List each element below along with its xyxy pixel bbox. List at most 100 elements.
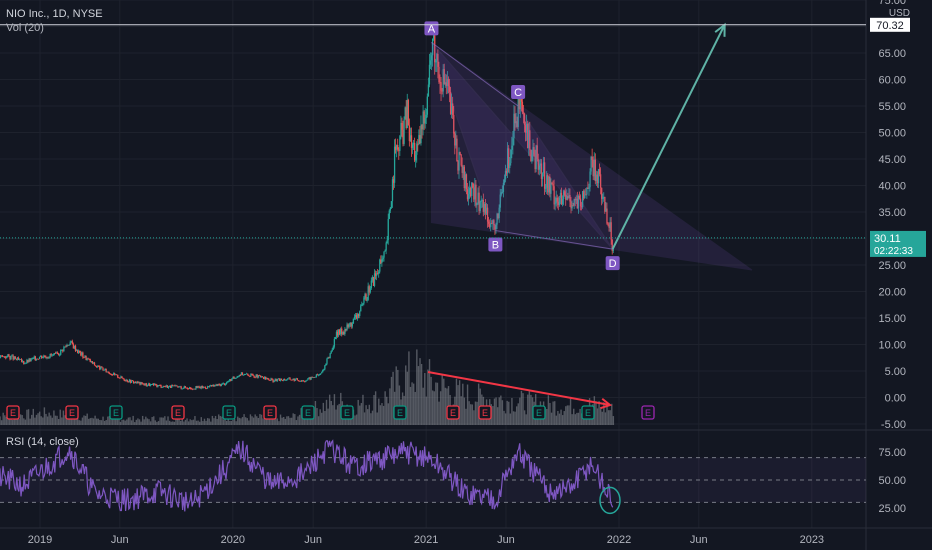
volume-bar [455, 378, 458, 425]
price-candle-body [564, 191, 566, 195]
price-candle-body [68, 344, 70, 346]
price-candle-body [33, 356, 35, 359]
price-candle-body [414, 142, 416, 161]
price-candle-body [104, 368, 106, 371]
volume-bar [514, 411, 516, 425]
volume-bar [118, 418, 120, 425]
price-candle-body [417, 143, 419, 145]
volume-bar [148, 419, 150, 425]
price-candle-body [427, 84, 430, 97]
volume-bar [503, 410, 505, 425]
volume-bar [88, 418, 90, 425]
price-candle-body [605, 208, 607, 212]
price-candle-body [441, 90, 443, 92]
volume-bar [111, 415, 114, 425]
price-candle-body [481, 199, 483, 201]
volume-bar [427, 369, 429, 425]
price-candle-body [95, 366, 98, 367]
volume-bar [612, 416, 615, 425]
price-candle-body [54, 353, 57, 354]
price-candle-body [258, 375, 261, 376]
price-candle-body [515, 121, 517, 124]
price-candle-body [230, 379, 232, 381]
price-candle-body [185, 387, 188, 389]
price-candle-body [109, 373, 112, 375]
volume-bar [221, 416, 223, 425]
price-candle-body [177, 386, 179, 388]
price-candle-body [612, 249, 614, 251]
price-candle-body [329, 353, 331, 359]
volume-bar [408, 351, 410, 425]
volume-bar [398, 385, 401, 425]
price-candle-body [174, 385, 176, 387]
volume-bar [558, 413, 561, 425]
price-candle-body [335, 331, 338, 338]
volume-bar [5, 416, 8, 425]
price-candle-body [316, 374, 319, 376]
price-candle-body [420, 124, 422, 144]
price-candle-body [46, 357, 48, 359]
wedge-pattern [430, 41, 753, 271]
price-candle-body [384, 250, 386, 252]
volume-bar [143, 419, 145, 425]
price-candle-body [9, 356, 11, 360]
price-axis-tick: 55.00 [878, 101, 906, 113]
price-candle-body [129, 379, 132, 383]
price-candle-body [182, 388, 184, 390]
price-axis-tick: 35.00 [878, 207, 906, 219]
price-candle-body [462, 166, 464, 173]
volume-bar [381, 403, 383, 425]
price-candle-body [211, 385, 213, 387]
price-candle-body [105, 368, 107, 373]
price-candle-body [358, 313, 360, 317]
price-candle-body [591, 156, 593, 160]
price-candle-body [217, 383, 219, 386]
price-candle-body [271, 378, 273, 380]
price-candle-body [508, 148, 510, 168]
price-candle-body [353, 317, 356, 319]
volume-bar [370, 413, 372, 425]
volume-bar [24, 419, 27, 425]
price-candle-body [86, 358, 88, 360]
price-candle-body [496, 213, 498, 225]
volume-bar [59, 409, 61, 425]
price-candle-body [289, 377, 291, 380]
price-candle-body [464, 174, 467, 189]
price-candle-body [568, 194, 570, 198]
price-candle-body [234, 378, 236, 379]
price-candle-body [276, 379, 278, 381]
price-candle-body [17, 357, 20, 360]
volume-bar [184, 419, 187, 425]
earnings-marker [171, 405, 185, 420]
volume-bar [509, 413, 512, 425]
volume-bar [508, 401, 510, 425]
price-candle-body [299, 380, 302, 382]
volume-bar [328, 394, 331, 425]
volume-bar [91, 417, 93, 425]
price-candle-body [504, 170, 507, 180]
price-candle-body [490, 222, 492, 228]
volume-bar [424, 372, 426, 425]
currency-label: USD [889, 8, 910, 19]
volume-bar [471, 404, 474, 425]
volume-bar [103, 420, 106, 425]
price-candle-body [149, 384, 152, 386]
volume-bar [65, 417, 68, 425]
price-candle-body [423, 111, 425, 124]
price-candle-body [237, 376, 239, 377]
top-line-price-text: 70.32 [876, 20, 904, 32]
price-candle-body [110, 374, 113, 375]
price-candle-body [92, 362, 95, 364]
volume-bar [405, 365, 407, 425]
price-candle-body [425, 114, 427, 119]
volume-bar [303, 417, 306, 425]
price-candle-body [387, 218, 389, 241]
price-candle-body [566, 196, 568, 200]
price-candle-body [330, 350, 332, 354]
price-candle-body [207, 386, 210, 388]
price-candle-body [565, 194, 567, 200]
volume-bar [409, 386, 412, 425]
price-candle-body [194, 388, 196, 390]
price-candle-body [405, 107, 407, 129]
